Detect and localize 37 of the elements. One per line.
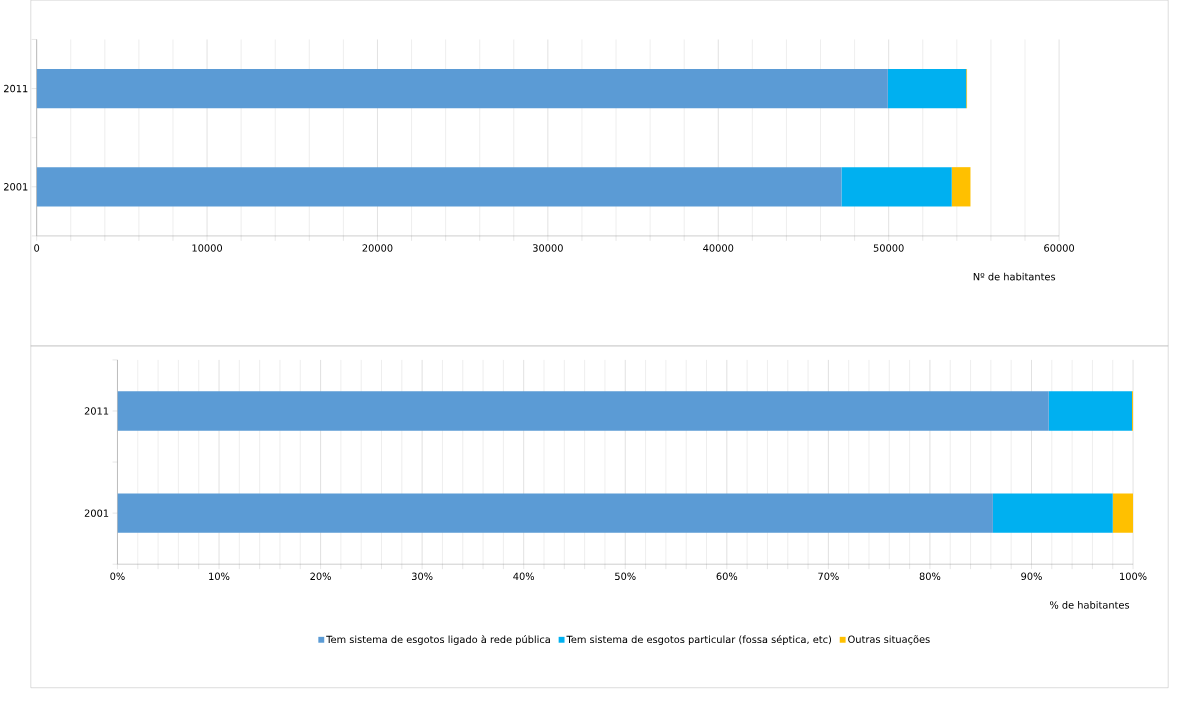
x-tick-label: 90% xyxy=(1021,572,1042,580)
bar xyxy=(36,68,888,109)
x-tick-label: 10000 xyxy=(192,244,223,252)
x-tick-label: 30000 xyxy=(533,244,563,252)
legend-label: Tem sistema de esgotos ligado à rede pública xyxy=(326,634,550,645)
x-tick-label: 40% xyxy=(513,572,535,580)
y-tick-label: 2001 xyxy=(4,182,28,191)
y-tick-label: 2011 xyxy=(4,84,28,93)
x-axis-title: Nº de habitantes xyxy=(973,272,1056,281)
bar xyxy=(841,167,952,207)
x-tick-label: 80% xyxy=(919,572,941,580)
y-tick-label: 2001 xyxy=(84,509,109,517)
bar xyxy=(1048,391,1133,431)
x-tick-label: 20% xyxy=(310,572,331,580)
x-tick-label: 50% xyxy=(615,572,636,580)
y-tick-label: 2011 xyxy=(84,407,109,415)
x-tick-label: 60% xyxy=(716,572,738,580)
x-axis-title: % de habitantes xyxy=(1049,600,1130,609)
bar xyxy=(992,493,1113,533)
x-tick-label: 10% xyxy=(209,572,230,580)
x-tick-label: 0 xyxy=(34,244,40,252)
bar xyxy=(1112,493,1134,533)
x-tick-label: 0% xyxy=(110,572,125,580)
bar xyxy=(117,493,993,533)
x-tick-label: 20000 xyxy=(362,244,393,252)
x-tick-label: 40000 xyxy=(703,244,734,252)
bar xyxy=(36,167,842,207)
x-tick-label: 70% xyxy=(818,572,839,580)
legend-label: Tem sistema de esgotos particular (fossa séptica, etc) xyxy=(566,634,832,645)
x-tick-label: 100% xyxy=(1120,572,1147,580)
bar xyxy=(951,167,971,207)
x-tick-label: 30% xyxy=(411,572,433,580)
bar xyxy=(117,391,1049,431)
legend-label: Outras situações xyxy=(848,635,930,645)
x-tick-label: 60000 xyxy=(1044,244,1075,252)
bar xyxy=(887,68,967,109)
x-tick-label: 50000 xyxy=(873,244,904,252)
